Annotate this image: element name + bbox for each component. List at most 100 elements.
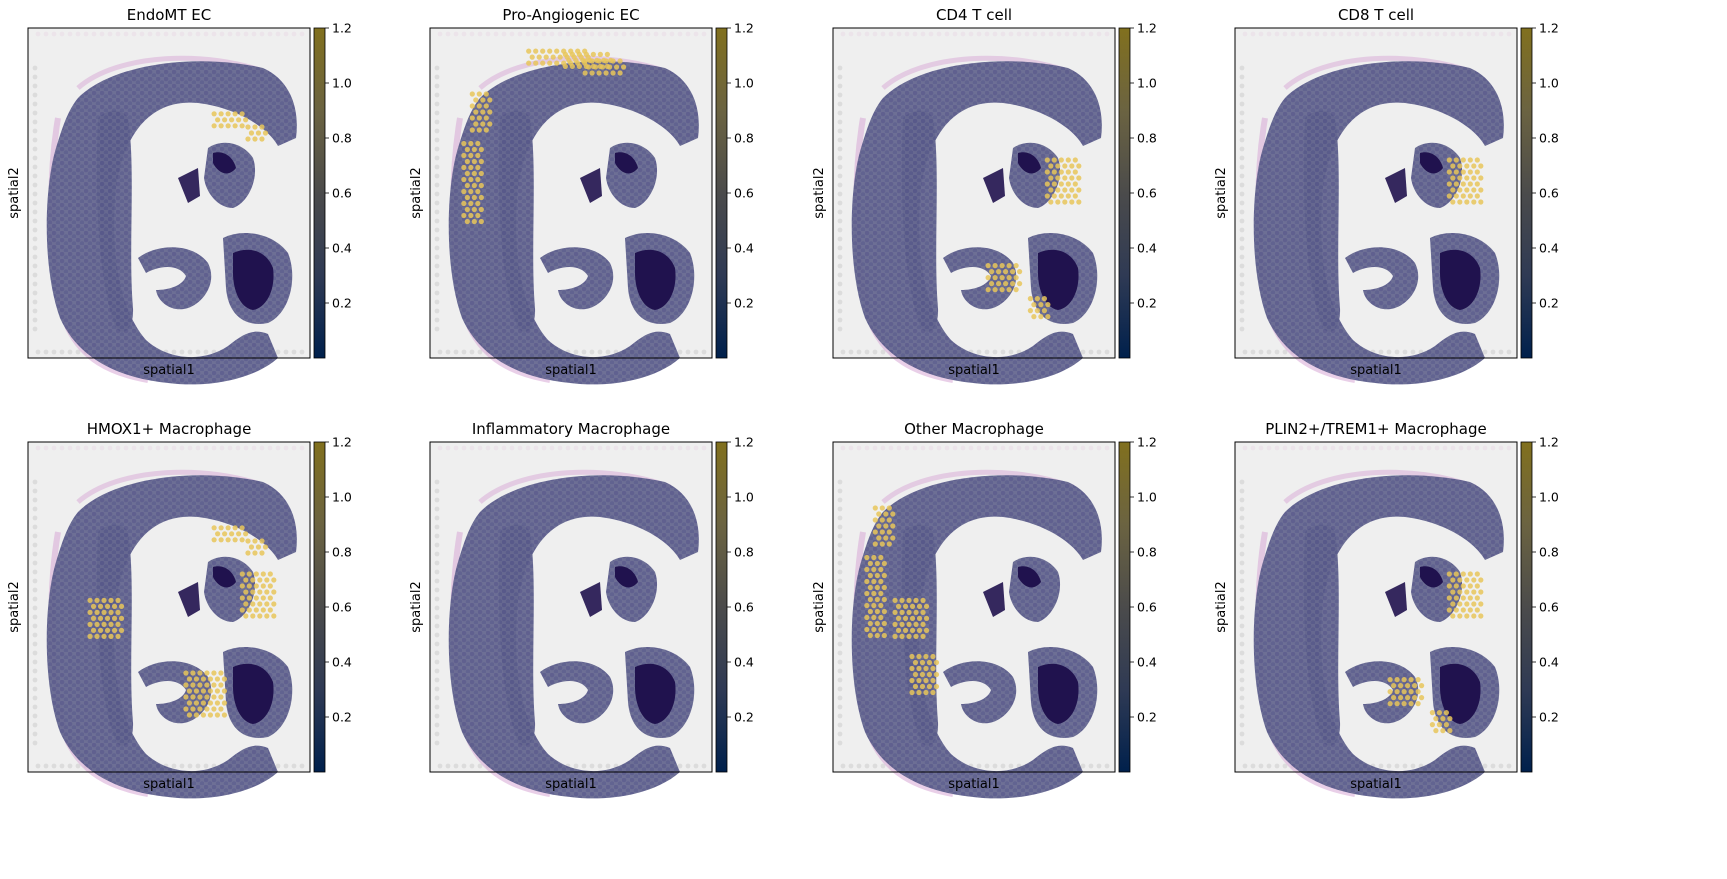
colorbar-tick-label: 0.2 bbox=[1539, 296, 1559, 311]
hotspot-dot bbox=[204, 670, 210, 676]
hotspot-dot bbox=[1453, 583, 1459, 589]
colorbar-tick-label: 0.4 bbox=[332, 655, 352, 670]
hotspot-dot bbox=[1415, 701, 1421, 707]
hotspot-dot bbox=[923, 677, 929, 684]
hotspot-dot bbox=[919, 683, 926, 690]
hotspot-dot bbox=[1051, 181, 1057, 187]
hotspot-dot bbox=[1044, 157, 1050, 163]
hotspot-dot bbox=[1460, 157, 1466, 163]
colorbar-tick-label: 0.4 bbox=[1137, 655, 1157, 670]
hotspot-dot bbox=[190, 682, 196, 688]
hotspot-dot bbox=[252, 550, 258, 556]
hotspot-dot bbox=[468, 188, 474, 195]
tissue-curl bbox=[943, 661, 1017, 724]
x-axis-label: spatial1 bbox=[1350, 777, 1402, 792]
hotspot-dot bbox=[1065, 169, 1071, 175]
panel-title: Pro-Angiogenic EC bbox=[502, 6, 639, 24]
hotspot-dot bbox=[1446, 583, 1452, 589]
hotspot-dot bbox=[867, 572, 873, 579]
hotspot-dot bbox=[271, 601, 277, 607]
hotspot-dot bbox=[985, 263, 991, 269]
hotspot-dot bbox=[262, 544, 269, 550]
hotspot-dot bbox=[1006, 287, 1012, 293]
hotspot-dot bbox=[218, 123, 224, 129]
hotspot-dot bbox=[236, 117, 242, 123]
hotspot-dot bbox=[1017, 269, 1023, 275]
hotspot-dot bbox=[267, 583, 273, 589]
hotspot-dot bbox=[260, 607, 266, 613]
hotspot-dot bbox=[1478, 577, 1484, 583]
hotspot-dot bbox=[1048, 175, 1054, 181]
hotspot-dot bbox=[253, 583, 259, 589]
hotspot-dot bbox=[1065, 193, 1071, 199]
hotspot-dot bbox=[890, 523, 896, 529]
hotspot-dot bbox=[239, 607, 245, 613]
hotspot-dot bbox=[478, 206, 484, 213]
hotspot-dot bbox=[478, 158, 484, 165]
hotspot-dot bbox=[471, 206, 477, 213]
hotspot-dot bbox=[1045, 302, 1051, 308]
hotspot-dot bbox=[1072, 157, 1078, 163]
panel-title: Inflammatory Macrophage bbox=[472, 420, 670, 438]
hotspot-dot bbox=[111, 615, 118, 621]
colorbar-tick-label: 0.8 bbox=[734, 545, 754, 560]
hotspot-dot bbox=[985, 275, 991, 281]
hotspot-dot bbox=[879, 541, 885, 547]
hotspot-dot bbox=[245, 550, 251, 556]
hotspot-dot bbox=[920, 609, 926, 615]
hotspot-dot bbox=[878, 590, 884, 597]
hotspot-dot bbox=[923, 615, 930, 621]
colorbar-tick-label: 0.6 bbox=[1539, 600, 1559, 615]
hotspot-dot bbox=[469, 115, 475, 121]
hotspot-dot bbox=[232, 537, 238, 543]
hotspot-dot bbox=[245, 136, 251, 142]
hotspot-dot bbox=[1072, 181, 1078, 187]
hotspot-dot bbox=[878, 578, 884, 585]
hotspot-dot bbox=[197, 694, 203, 700]
hotspot-dot bbox=[916, 627, 923, 633]
hotspot-dot bbox=[1069, 163, 1075, 169]
hotspot-dot bbox=[1003, 269, 1009, 275]
hotspot-dot bbox=[253, 595, 259, 601]
hotspot-dot bbox=[1391, 695, 1397, 701]
hotspot-dot bbox=[252, 538, 258, 544]
hotspot-dot bbox=[108, 633, 114, 639]
hotspot-dot bbox=[259, 550, 265, 556]
hotspot-dot bbox=[1062, 175, 1068, 181]
hotspot-dot bbox=[193, 688, 200, 694]
hotspot-dot bbox=[883, 535, 889, 541]
hotspot-dot bbox=[874, 608, 880, 615]
hotspot-dot bbox=[469, 91, 475, 97]
hotspot-dot bbox=[94, 633, 100, 639]
hotspot-dot bbox=[1048, 187, 1054, 193]
hotspot-dot bbox=[1387, 701, 1393, 707]
colorbar-tick-label: 1.0 bbox=[332, 76, 352, 91]
hotspot-dot bbox=[1453, 193, 1459, 199]
hotspot-dot bbox=[1457, 589, 1463, 595]
hotspot-dot bbox=[996, 281, 1002, 287]
hotspot-dot bbox=[204, 682, 210, 688]
hotspot-dot bbox=[906, 609, 912, 615]
hotspot-dot bbox=[923, 627, 930, 633]
dense-core bbox=[1018, 152, 1041, 174]
hotspot-dot bbox=[118, 627, 125, 633]
hotspot-dot bbox=[476, 127, 482, 133]
hotspot-dot bbox=[554, 48, 560, 54]
hotspot-dot bbox=[879, 529, 885, 535]
hotspot-dot bbox=[197, 670, 203, 676]
hotspot-dot bbox=[1471, 187, 1477, 193]
hotspot-dot bbox=[912, 683, 919, 690]
hotspot-dot bbox=[183, 706, 189, 712]
hotspot-dot bbox=[248, 544, 255, 550]
colorbar-tick-label: 0.8 bbox=[1137, 131, 1157, 146]
hotspot-dot bbox=[992, 263, 998, 269]
hotspot-dot bbox=[867, 584, 873, 591]
axes-frame bbox=[832, 441, 1116, 773]
hotspot-dot bbox=[604, 63, 610, 69]
hotspot-dot bbox=[883, 511, 889, 517]
hotspot-dot bbox=[1460, 583, 1466, 589]
hotspot-dot bbox=[864, 578, 870, 585]
hotspot-dot bbox=[1058, 157, 1064, 163]
hotspot-dot bbox=[264, 577, 270, 583]
hotspot-dot bbox=[94, 597, 100, 603]
